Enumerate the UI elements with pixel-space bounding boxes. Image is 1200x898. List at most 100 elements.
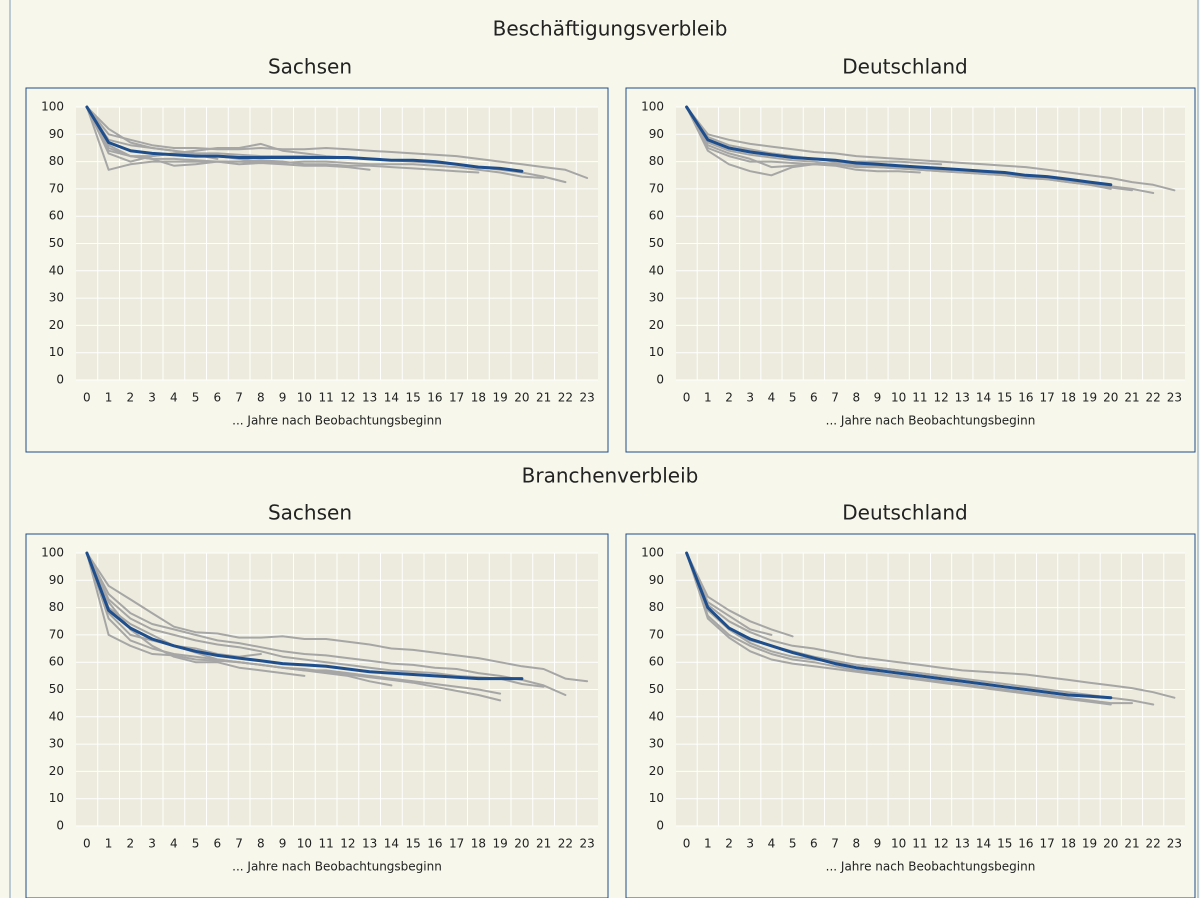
y-tick-label: 80	[49, 154, 64, 168]
x-tick-label: 19	[1082, 837, 1097, 851]
x-tick-label: 21	[1124, 837, 1139, 851]
x-tick-label: 17	[449, 837, 464, 851]
x-tick-label: 2	[725, 837, 733, 851]
y-tick-label: 60	[649, 655, 664, 669]
x-tick-label: 11	[318, 391, 333, 405]
x-tick-label: 10	[297, 837, 312, 851]
x-tick-label: 22	[558, 837, 573, 851]
series-line	[685, 552, 1133, 705]
y-tick-label: 70	[49, 181, 64, 195]
x-tick-label: 13	[955, 391, 970, 405]
x-tick-label: 4	[768, 391, 776, 405]
x-tick-label: 6	[214, 391, 222, 405]
y-tick-label: 20	[649, 764, 664, 778]
y-tick-label: 0	[656, 373, 664, 387]
series-line	[85, 552, 589, 683]
x-tick-label: 11	[912, 391, 927, 405]
x-tick-label: 13	[362, 391, 377, 405]
chart-title: Sachsen	[268, 501, 352, 525]
x-tick-label: 12	[933, 391, 948, 405]
x-tick-label: 0	[683, 391, 691, 405]
x-tick-label: 21	[1124, 391, 1139, 405]
x-tick-label: 10	[891, 837, 906, 851]
y-tick-label: 80	[49, 600, 64, 614]
x-tick-label: 16	[427, 391, 442, 405]
x-tick-label: 8	[257, 837, 265, 851]
x-tick-label: 3	[746, 391, 754, 405]
y-tick-label: 100	[641, 100, 664, 114]
x-tick-label: 18	[1061, 391, 1076, 405]
x-tick-label: 10	[297, 391, 312, 405]
y-tick-label: 40	[49, 709, 64, 723]
series-line	[685, 106, 1112, 190]
y-tick-label: 50	[49, 236, 64, 250]
x-tick-label: 18	[1061, 837, 1076, 851]
x-tick-label: 1	[704, 837, 712, 851]
x-tick-label: 0	[83, 837, 91, 851]
x-tick-label: 5	[192, 391, 200, 405]
x-tick-label: 21	[536, 391, 551, 405]
chart-title: Deutschland	[842, 501, 968, 525]
y-tick-label: 30	[49, 737, 64, 751]
x-axis-label: ... Jahre nach Beobachtungsbeginn	[232, 860, 442, 874]
x-tick-label: 15	[997, 391, 1012, 405]
x-tick-label: 14	[976, 391, 991, 405]
x-tick-label: 7	[235, 391, 243, 405]
y-tick-label: 0	[56, 819, 64, 833]
x-tick-label: 18	[471, 837, 486, 851]
y-tick-label: 60	[49, 209, 64, 223]
x-tick-label: 17	[1040, 837, 1055, 851]
y-tick-label: 20	[649, 318, 664, 332]
series-line	[685, 552, 1176, 699]
x-tick-label: 6	[810, 391, 818, 405]
x-tick-label: 20	[1103, 837, 1118, 851]
y-tick-label: 90	[649, 127, 664, 141]
y-tick-label: 10	[649, 345, 664, 359]
x-tick-label: 9	[279, 837, 287, 851]
mean-line	[685, 105, 1113, 187]
series-line	[685, 552, 794, 638]
series-line	[85, 552, 393, 687]
y-tick-label: 70	[649, 181, 664, 195]
x-tick-label: 18	[471, 391, 486, 405]
y-tick-label: 0	[656, 819, 664, 833]
x-tick-label: 1	[704, 391, 712, 405]
series-line	[685, 106, 1176, 192]
x-tick-label: 14	[976, 837, 991, 851]
y-tick-label: 80	[649, 154, 664, 168]
x-tick-label: 20	[1103, 391, 1118, 405]
y-tick-label: 0	[56, 373, 64, 387]
x-tick-label: 3	[148, 837, 156, 851]
y-tick-label: 20	[49, 764, 64, 778]
series-line	[85, 106, 589, 179]
x-tick-label: 9	[279, 391, 287, 405]
x-axis-label: ... Jahre nach Beobachtungsbeginn	[232, 414, 442, 428]
y-tick-label: 90	[49, 573, 64, 587]
x-tick-label: 4	[170, 837, 178, 851]
x-tick-label: 9	[874, 837, 882, 851]
x-tick-label: 20	[514, 837, 529, 851]
y-tick-label: 60	[649, 209, 664, 223]
x-tick-label: 11	[318, 837, 333, 851]
y-tick-label: 40	[49, 263, 64, 277]
y-tick-label: 10	[49, 345, 64, 359]
x-tick-label: 2	[127, 391, 135, 405]
y-tick-label: 40	[649, 263, 664, 277]
x-tick-label: 17	[449, 391, 464, 405]
x-tick-label: 6	[810, 837, 818, 851]
y-tick-label: 40	[649, 709, 664, 723]
mean-line	[85, 105, 524, 173]
x-tick-label: 5	[789, 837, 797, 851]
x-tick-label: 4	[170, 391, 178, 405]
mean-line	[85, 551, 524, 681]
section-title: Branchenverbleib	[522, 464, 699, 488]
x-tick-label: 3	[148, 391, 156, 405]
x-tick-label: 10	[891, 391, 906, 405]
y-tick-label: 100	[41, 546, 64, 560]
x-tick-label: 12	[340, 391, 355, 405]
x-tick-label: 16	[1018, 837, 1033, 851]
x-tick-label: 20	[514, 391, 529, 405]
x-tick-label: 13	[955, 837, 970, 851]
x-tick-label: 3	[746, 837, 754, 851]
